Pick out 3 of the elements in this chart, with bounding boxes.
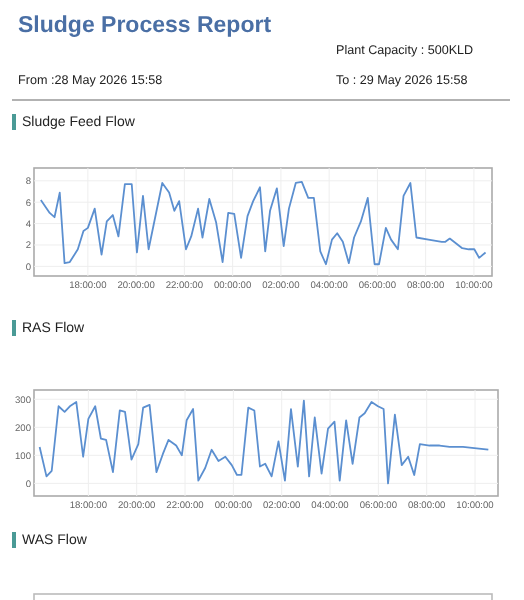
line-series — [38, 399, 490, 485]
line-series — [39, 181, 487, 266]
text: Sludge Process Report — [18, 14, 272, 38]
